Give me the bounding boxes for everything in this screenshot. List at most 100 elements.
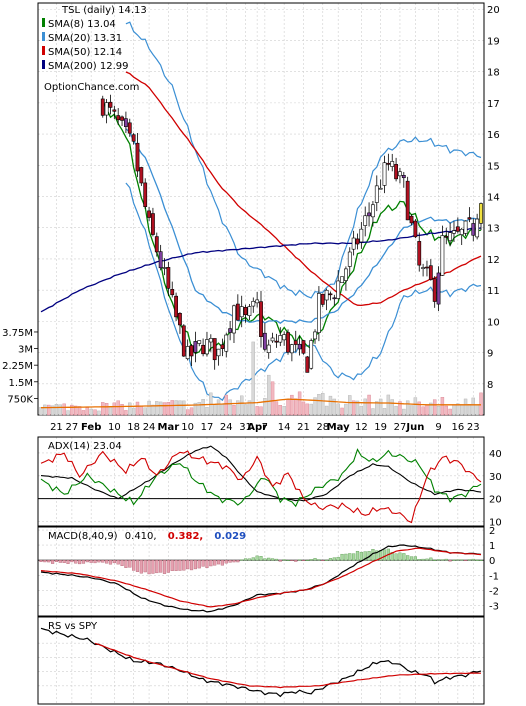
candle-body-54 <box>247 306 252 317</box>
x-tick-12: 7 <box>262 422 268 433</box>
volume-bar-7 <box>66 410 70 416</box>
candle-body-34 <box>170 289 175 296</box>
volume-bar-99 <box>421 406 425 416</box>
macd-histogram-bar-91 <box>390 551 394 561</box>
candle-body-53 <box>243 307 248 316</box>
macd-histogram-bar-34 <box>170 559 174 571</box>
volume-bar-65 <box>290 394 294 416</box>
candle-body-79 <box>344 268 348 281</box>
candle-body-104 <box>440 235 445 276</box>
x-tick-2: Feb <box>81 422 101 433</box>
volume-bar-6 <box>62 403 66 416</box>
macd-histogram-bar-53 <box>243 558 248 561</box>
candle-body-26 <box>139 167 144 184</box>
volume-bar-50 <box>232 404 236 416</box>
macd-histogram-bar-9 <box>74 559 78 564</box>
adx-title: ADX(14) 23.04 <box>48 441 122 452</box>
price-tick-10: 10 <box>487 317 500 328</box>
macd-histogram-bar-104 <box>440 559 445 561</box>
macd-histogram-bar-51 <box>236 559 240 563</box>
volume-bar-71 <box>313 397 317 416</box>
candle-body-70 <box>309 340 314 369</box>
macd-histogram-bar-83 <box>359 551 363 561</box>
candle-body-106 <box>448 232 453 242</box>
volume-bar-78 <box>340 407 344 416</box>
volume-bar-23 <box>128 402 132 416</box>
candle-body-49 <box>228 328 233 333</box>
volume-bar-110 <box>463 398 468 416</box>
macd-histogram-bar-38 <box>186 559 190 570</box>
x-tick-7: 10 <box>181 422 194 433</box>
x-tick-5: 24 <box>143 422 156 433</box>
volume-bar-0 <box>39 407 43 416</box>
volume-bar-21 <box>120 404 124 416</box>
volume-bar-17 <box>104 403 109 416</box>
volume-bar-35 <box>174 400 178 416</box>
x-tick-22: 16 <box>451 422 464 433</box>
macd-tick--2: -2 <box>489 586 499 597</box>
candle-body-28 <box>147 210 151 218</box>
candle-body-58 <box>262 332 267 350</box>
volume-bar-9 <box>74 405 78 416</box>
macd-histogram-bar-6 <box>62 559 66 563</box>
macd-histogram-bar-37 <box>182 559 186 571</box>
volume-bar-106 <box>448 408 452 416</box>
candle-body-40 <box>193 341 198 353</box>
price-tick-9: 9 <box>487 349 493 360</box>
price-tick-11: 11 <box>487 286 500 297</box>
candle-body-41 <box>197 340 202 344</box>
x-tick-4: 18 <box>127 422 140 433</box>
macd-histogram-bar-108 <box>456 559 460 561</box>
candle-body-27 <box>143 182 148 208</box>
macd-histogram-bar-75 <box>328 558 333 561</box>
volume-bar-4 <box>54 404 59 416</box>
volume-bar-113 <box>475 404 479 416</box>
candle-body-43 <box>205 339 209 355</box>
candle-body-25 <box>135 142 140 172</box>
macd-histogram-bar-99 <box>421 558 425 561</box>
candle-body-95 <box>405 180 410 221</box>
legend-label-3: SMA(200) 12.99 <box>48 61 129 72</box>
volume-bar-32 <box>162 402 167 416</box>
volume-bar-56 <box>255 406 259 416</box>
macd-histogram-bar-21 <box>120 559 124 566</box>
x-tick-10: 31 <box>239 422 252 433</box>
volume-bar-90 <box>386 394 391 416</box>
legend-swatch-2 <box>42 46 45 55</box>
candle-body-91 <box>390 161 395 167</box>
macd-histogram-bar-64 <box>286 559 290 561</box>
volume-bar-112 <box>471 397 475 416</box>
volume-bar-88 <box>378 398 383 416</box>
volume-bar-48 <box>224 394 228 416</box>
x-tick-20: Jun <box>405 422 424 433</box>
macd-histogram-bar-33 <box>166 559 170 573</box>
macd-histogram-bar-8 <box>70 559 74 563</box>
price-tick-8: 8 <box>487 380 493 391</box>
candle-body-74 <box>324 289 329 301</box>
x-tick-11: Apr <box>247 422 267 433</box>
macd-histogram-bar-41 <box>197 559 201 569</box>
volume-bar-97 <box>413 397 418 416</box>
candle-body-24 <box>131 134 136 142</box>
macd-histogram-bar-94 <box>402 553 406 561</box>
candle-body-73 <box>320 293 325 305</box>
macd-histogram-bar-25 <box>135 559 140 572</box>
volume-average-line <box>40 398 481 409</box>
macd-histogram-bar-71 <box>313 558 317 561</box>
candle-body-77 <box>336 280 341 299</box>
candle-body-63 <box>282 334 287 341</box>
price-tick-15: 15 <box>487 161 500 172</box>
macd-histogram-bar-110 <box>463 559 468 562</box>
candle-body-62 <box>278 335 283 343</box>
volume-bar-13 <box>89 408 93 416</box>
volume-bar-38 <box>185 409 190 416</box>
macd-panel: -3 -2 -1 0 1 2 <box>37 526 499 617</box>
volume-bar-12 <box>85 407 90 416</box>
candle-body-86 <box>371 204 375 218</box>
volume-bar-103 <box>436 405 441 416</box>
volume-bar-100 <box>425 404 429 416</box>
price-tick-16: 16 <box>487 130 500 141</box>
macd-histogram-bar-68 <box>301 559 306 561</box>
candle-body-52 <box>239 306 244 318</box>
legend-swatch-0 <box>42 18 45 27</box>
